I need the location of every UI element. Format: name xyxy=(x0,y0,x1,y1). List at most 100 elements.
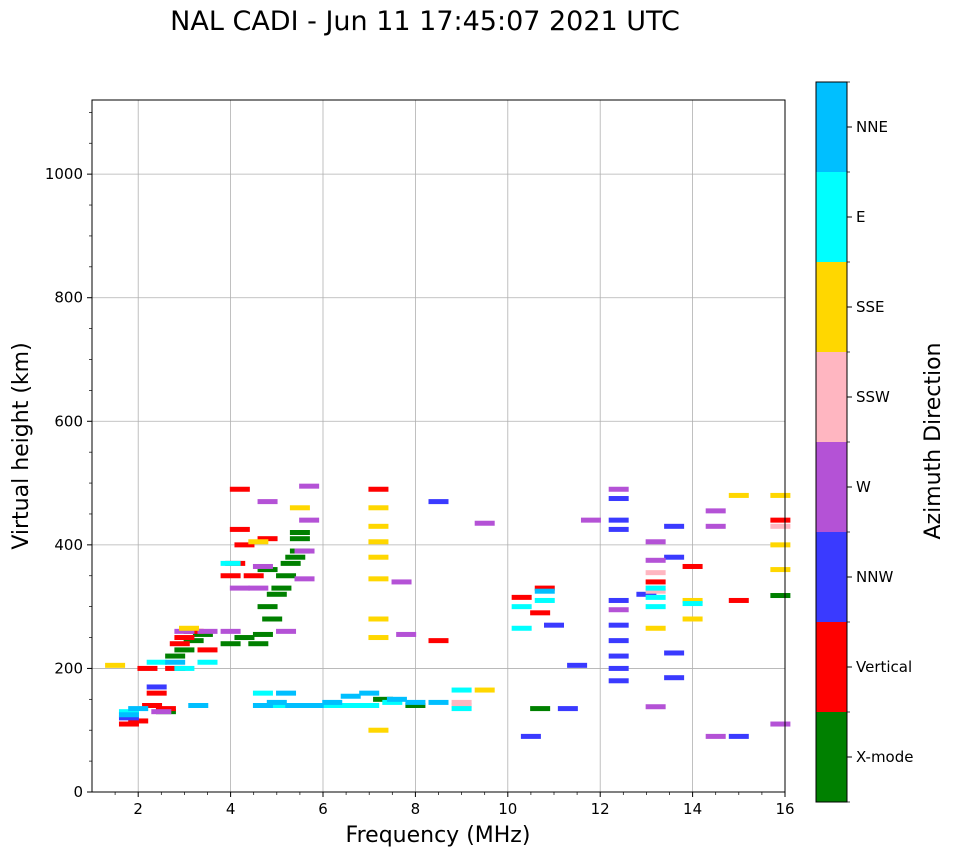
colorbar-segment xyxy=(816,532,847,622)
data-point-vertical xyxy=(645,579,666,585)
data-point-ssw xyxy=(645,588,666,594)
data-point-w xyxy=(257,499,278,505)
data-point-x-mode xyxy=(285,554,306,560)
colorbar-tick-label: W xyxy=(856,478,871,496)
colorbar-tick-label: SSE xyxy=(856,298,885,316)
data-point-w xyxy=(608,607,629,613)
data-point-vertical xyxy=(534,585,555,591)
data-point-e xyxy=(511,604,532,610)
data-point-vertical xyxy=(530,610,551,616)
data-point-nnw xyxy=(664,523,685,529)
data-point-e xyxy=(118,709,139,715)
data-point-nnw xyxy=(664,650,685,656)
data-point-x-mode xyxy=(252,631,273,637)
data-point-nnw xyxy=(608,496,629,502)
data-point-vertical xyxy=(229,526,250,532)
data-point-x-mode xyxy=(770,593,791,599)
data-point-w xyxy=(151,709,172,715)
data-point-e xyxy=(359,703,380,708)
data-point-nnw xyxy=(608,517,629,523)
data-point-x-mode xyxy=(266,591,287,597)
data-point-sse xyxy=(368,505,389,511)
y-tick-label: 800 xyxy=(54,289,83,307)
data-point-sse xyxy=(770,492,791,498)
data-point-w xyxy=(294,548,315,554)
data-point-nne xyxy=(165,659,186,665)
data-point-x-mode xyxy=(234,635,255,641)
data-point-sse xyxy=(179,625,200,631)
data-point-nne xyxy=(188,703,209,708)
data-point-w xyxy=(252,563,273,569)
data-point-nnw xyxy=(608,622,629,628)
data-point-sse xyxy=(474,687,495,693)
data-point-nnw xyxy=(608,653,629,659)
colorbar-frame xyxy=(815,81,848,803)
data-point-sse xyxy=(368,727,389,733)
y-axis-label: Virtual height (km) xyxy=(9,342,34,549)
colorbar-segment xyxy=(816,82,847,172)
data-point-nne xyxy=(118,712,139,718)
data-point-nnw xyxy=(520,733,541,739)
data-point-nnw xyxy=(608,665,629,671)
data-point-nnw xyxy=(608,526,629,532)
data-point-e xyxy=(340,703,361,708)
data-point-sse xyxy=(368,616,389,622)
colorbar-tick-label: SSW xyxy=(856,388,890,406)
data-point-nnw xyxy=(567,662,588,668)
data-point-e xyxy=(146,659,167,665)
data-point-w xyxy=(705,733,726,739)
data-point-sse xyxy=(289,505,310,511)
data-point-x-mode xyxy=(276,573,297,579)
colorbar-segment xyxy=(816,442,847,532)
data-point-nne xyxy=(285,703,306,708)
data-point-vertical xyxy=(229,486,250,492)
data-point-e xyxy=(266,703,287,708)
data-point-vertical xyxy=(234,542,255,548)
data-point-w xyxy=(220,628,241,634)
data-point-sse xyxy=(368,554,389,560)
data-point-x-mode xyxy=(248,641,269,647)
data-point-sse xyxy=(682,616,703,622)
y-tick-label: 400 xyxy=(54,536,83,554)
data-point-sse xyxy=(368,539,389,545)
data-point-nne xyxy=(252,703,273,708)
grid xyxy=(92,100,786,793)
data-point-sse xyxy=(368,635,389,641)
data-point-sse xyxy=(645,625,666,631)
data-point-e xyxy=(645,594,666,600)
data-point-nne xyxy=(359,690,380,696)
colorbar-tick-label: NNW xyxy=(856,568,893,586)
x-tick-label: 6 xyxy=(318,800,328,818)
data-point-x-mode xyxy=(220,641,241,647)
data-point-sse xyxy=(770,567,791,573)
x-tick-label: 8 xyxy=(411,800,421,818)
data-point-nnw xyxy=(664,554,685,560)
y-tick-label: 600 xyxy=(54,412,83,430)
data-point-vertical xyxy=(137,665,158,671)
plot-frame xyxy=(91,99,786,793)
data-point-nne xyxy=(303,703,324,708)
data-point-nnw xyxy=(544,622,564,628)
data-point-nne xyxy=(128,706,149,712)
data-point-vertical xyxy=(174,635,195,641)
data-point-e xyxy=(197,659,218,665)
colorbar-segment xyxy=(816,712,847,802)
data-point-ssw xyxy=(451,699,472,705)
data-point-w xyxy=(645,557,666,563)
data-point-vertical xyxy=(243,573,264,579)
colorbar-tick-label: NNE xyxy=(856,118,888,136)
data-point-sse xyxy=(728,492,749,498)
data-point-w xyxy=(248,585,269,591)
data-point-w xyxy=(474,520,495,526)
data-point-w xyxy=(705,523,726,529)
chart-title: NAL CADI - Jun 11 17:45:07 2021 UTC xyxy=(170,6,680,37)
data-point-x-mode xyxy=(183,638,204,644)
data-point-w xyxy=(608,486,629,492)
data-point-nnw xyxy=(636,591,657,597)
data-point-vertical xyxy=(428,638,449,644)
axis-ticks: 2 4 6 8 10 12 14 16 0 200 400 600 800 1000 xyxy=(45,112,795,818)
data-point-nnw xyxy=(608,638,629,644)
data-point-vertical xyxy=(155,706,176,712)
data-point-w xyxy=(197,628,218,634)
data-point-w xyxy=(299,517,320,523)
